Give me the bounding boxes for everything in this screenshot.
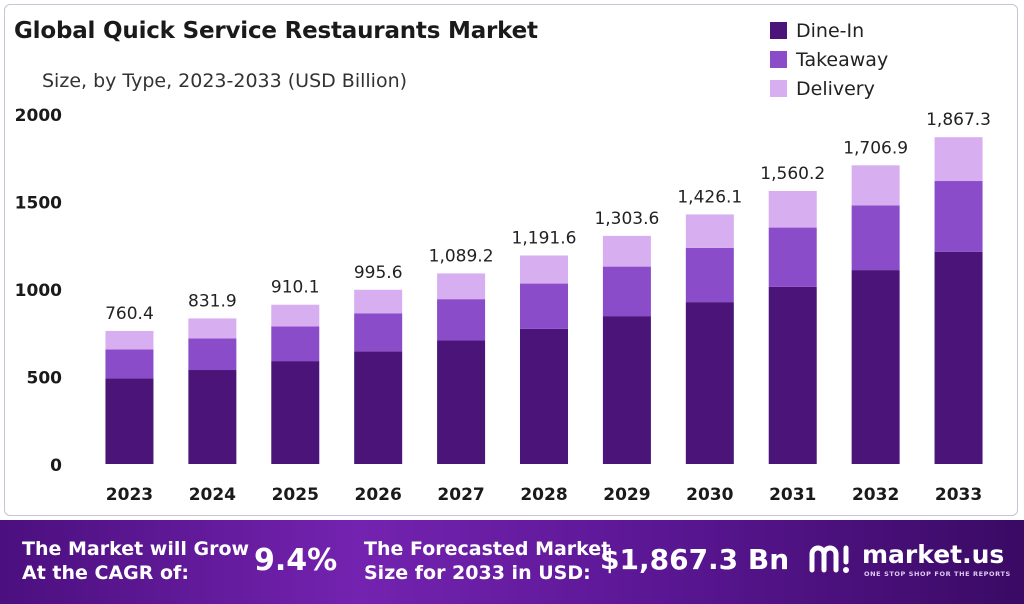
legend-swatch-dine-in bbox=[770, 22, 787, 39]
bar-segment-delivery-2032 bbox=[851, 165, 900, 206]
legend-item-takeaway: Takeaway bbox=[770, 45, 888, 74]
cagr-caption-line1: The Market will Grow bbox=[22, 538, 250, 560]
x-tick-label: 2029 bbox=[603, 485, 650, 505]
x-tick-label: 2025 bbox=[272, 485, 319, 505]
bar-segment-takeaway-2026 bbox=[354, 313, 403, 352]
market-us-logo-icon bbox=[809, 545, 849, 573]
bar-segment-takeaway-2030 bbox=[685, 247, 734, 303]
bar-segment-dine-in-2031 bbox=[768, 286, 817, 464]
y-tick-label: 2000 bbox=[15, 106, 62, 126]
bar-segment-delivery-2026 bbox=[354, 289, 403, 314]
bar-segment-takeaway-2029 bbox=[602, 266, 651, 317]
legend-swatch-delivery bbox=[770, 80, 787, 97]
bar-segment-takeaway-2033 bbox=[934, 181, 983, 252]
bar-total-label: 1,560.2 bbox=[760, 164, 825, 184]
y-tick-label: 1500 bbox=[15, 194, 62, 214]
stacked-bar-chart: 0 500 1000 1500 2000 760.4 2023 831.9 2024 910.1 2… bbox=[15, 106, 991, 505]
x-tick-label: 2023 bbox=[106, 485, 153, 505]
bar-segment-takeaway-2027 bbox=[437, 299, 486, 341]
forecast-caption-line2: Size for 2033 in USD: bbox=[364, 562, 591, 584]
bar-segment-dine-in-2029 bbox=[602, 316, 651, 464]
chart-border bbox=[4, 4, 1018, 516]
bar-segment-dine-in-2028 bbox=[520, 328, 568, 464]
cagr-caption-line2: At the CAGR of: bbox=[22, 562, 189, 584]
bar-total-label: 995.6 bbox=[354, 263, 403, 283]
footer-banner: The Market will Grow At the CAGR of: 9.4… bbox=[0, 520, 1024, 604]
bar-segment-delivery-2028 bbox=[520, 255, 568, 284]
bar-total-label: 910.1 bbox=[271, 278, 320, 298]
legend-item-dine-in: Dine-In bbox=[770, 16, 888, 45]
chart-title: Global Quick Service Restaurants Market bbox=[14, 18, 538, 44]
cagr-caption: The Market will Grow At the CAGR of: bbox=[22, 537, 249, 585]
bar-segment-takeaway-2023 bbox=[105, 349, 154, 379]
bar-segment-delivery-2033 bbox=[934, 137, 983, 182]
bar-segment-dine-in-2027 bbox=[437, 340, 486, 464]
bar-segment-delivery-2031 bbox=[768, 190, 817, 228]
bar-total-label: 1,191.6 bbox=[512, 228, 577, 248]
x-tick-label: 2030 bbox=[686, 485, 733, 505]
legend-swatch-takeaway bbox=[770, 51, 787, 68]
bar-segment-delivery-2027 bbox=[437, 273, 486, 300]
bar-segment-dine-in-2033 bbox=[934, 251, 983, 464]
legend-item-delivery: Delivery bbox=[770, 74, 888, 103]
bar-total-label: 1,426.1 bbox=[677, 187, 742, 207]
bar-segment-delivery-2023 bbox=[105, 330, 154, 350]
y-tick-label: 1000 bbox=[15, 281, 62, 301]
brand-name: market.us bbox=[862, 540, 1005, 569]
bar-segment-dine-in-2023 bbox=[105, 378, 154, 464]
x-tick-label: 2028 bbox=[520, 485, 567, 505]
chart-subtitle: Size, by Type, 2023-2033 (USD Billion) bbox=[42, 70, 408, 92]
y-tick-label: 0 bbox=[50, 456, 62, 476]
y-tick-label: 500 bbox=[27, 369, 63, 389]
legend-label-delivery: Delivery bbox=[796, 77, 875, 100]
x-tick-label: 2033 bbox=[935, 485, 982, 505]
bar-segment-takeaway-2024 bbox=[188, 338, 237, 371]
bar-segment-dine-in-2032 bbox=[851, 270, 900, 464]
x-tick-label: 2027 bbox=[437, 485, 484, 505]
bar-segment-takeaway-2032 bbox=[851, 205, 900, 271]
bar-segment-delivery-2029 bbox=[602, 235, 651, 267]
x-tick-label: 2026 bbox=[355, 485, 402, 505]
bar-segment-dine-in-2025 bbox=[271, 361, 320, 464]
bar-segment-dine-in-2026 bbox=[354, 351, 403, 464]
forecast-caption: The Forecasted Market Size for 2033 in U… bbox=[364, 537, 610, 585]
bar-total-label: 831.9 bbox=[188, 291, 237, 311]
forecast-caption-line1: The Forecasted Market bbox=[364, 538, 611, 560]
bar-segment-takeaway-2025 bbox=[271, 326, 320, 362]
bar-segment-delivery-2024 bbox=[188, 318, 237, 339]
legend-label-takeaway: Takeaway bbox=[796, 48, 889, 71]
brand-logo: market.us ONE STOP SHOP FOR THE REPORTS bbox=[808, 538, 1018, 588]
x-tick-label: 2024 bbox=[189, 485, 236, 505]
bar-segment-takeaway-2031 bbox=[768, 227, 817, 287]
cagr-value: 9.4% bbox=[254, 543, 338, 578]
bar-segment-dine-in-2024 bbox=[188, 370, 237, 464]
bar-segment-delivery-2025 bbox=[271, 304, 320, 327]
bar-segment-delivery-2030 bbox=[685, 214, 734, 248]
bar-total-label: 1,303.6 bbox=[594, 209, 659, 229]
bar-total-label: 1,706.9 bbox=[843, 138, 908, 158]
bar-total-label: 1,867.3 bbox=[926, 110, 991, 130]
legend: Dine-In Takeaway Delivery bbox=[770, 16, 888, 103]
brand-tagline: ONE STOP SHOP FOR THE REPORTS bbox=[864, 570, 1011, 578]
bar-total-label: 1,089.2 bbox=[429, 246, 494, 266]
x-tick-label: 2031 bbox=[769, 485, 816, 505]
bar-segment-takeaway-2028 bbox=[520, 283, 568, 329]
forecast-value: $1,867.3 Bn bbox=[600, 543, 790, 576]
x-tick-label: 2032 bbox=[852, 485, 899, 505]
bar-segment-dine-in-2030 bbox=[685, 302, 734, 464]
legend-label-dine-in: Dine-In bbox=[796, 19, 865, 42]
bar-total-label: 760.4 bbox=[105, 304, 154, 324]
